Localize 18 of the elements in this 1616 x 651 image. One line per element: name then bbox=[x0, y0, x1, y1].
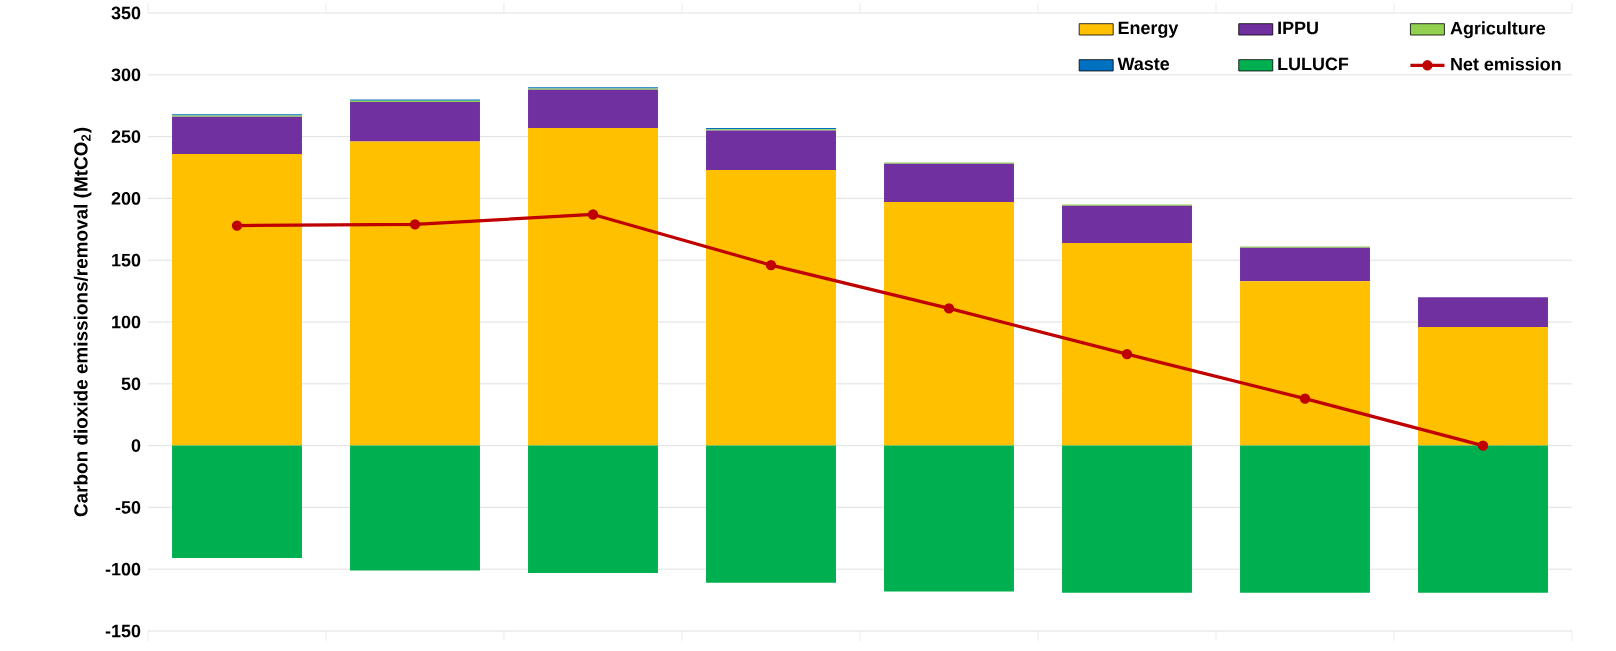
legend-label: Waste bbox=[1117, 57, 1170, 71]
y-tick-label: 0 bbox=[131, 439, 141, 452]
y-tick-label: -100 bbox=[105, 562, 141, 576]
y-tick-label: 50 bbox=[121, 377, 141, 391]
legend-label: IPPU bbox=[1278, 21, 1318, 35]
y-tick-label: -150 bbox=[105, 624, 141, 638]
legend-label: Agriculture bbox=[1450, 21, 1546, 39]
y-tick-label: -50 bbox=[115, 501, 141, 514]
y-tick-label: 350 bbox=[111, 6, 141, 20]
y-tick-label: 250 bbox=[111, 130, 141, 143]
y-tick-label: 300 bbox=[111, 68, 141, 82]
y-tick-label: 200 bbox=[111, 192, 141, 205]
y-tick-label: 150 bbox=[112, 253, 141, 267]
legend-label: LULUCF bbox=[1278, 57, 1349, 71]
y-axis-title: Carbon dioxide emissions/removal (MtCO$_{2}$) bbox=[73, 127, 92, 517]
legend-label: Energy bbox=[1118, 21, 1179, 38]
legend-label: Net emission bbox=[1451, 57, 1561, 71]
y-tick-label: 100 bbox=[112, 315, 141, 329]
